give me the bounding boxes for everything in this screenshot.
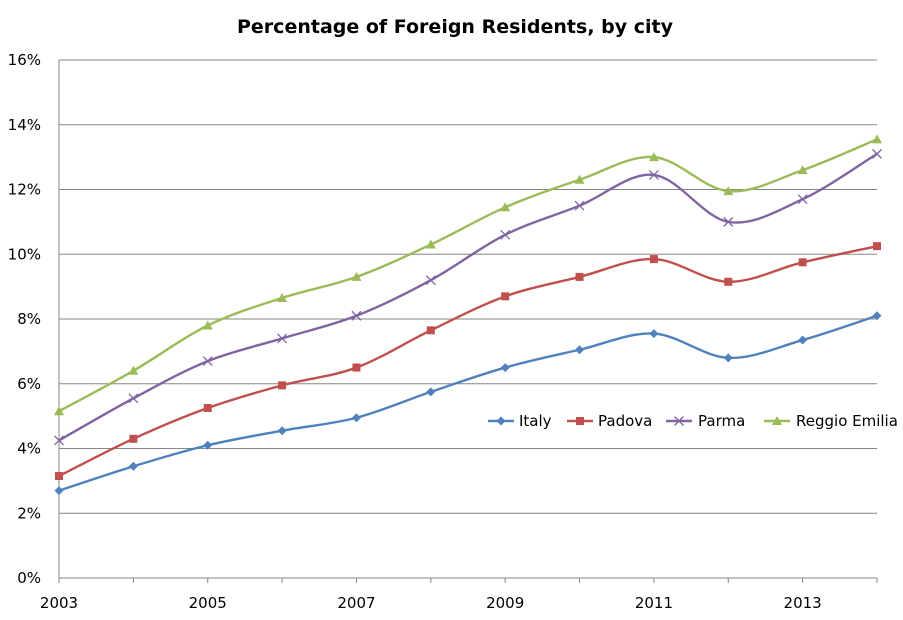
y-tick-label: 6% (17, 375, 41, 393)
legend-marker-padova (576, 417, 584, 425)
data-point-italy (723, 353, 733, 363)
data-point-reggio-emilia (872, 134, 882, 144)
legend-label-padova: Padova (598, 412, 652, 430)
y-tick-label: 8% (17, 310, 41, 328)
y-tick-label: 4% (17, 440, 41, 458)
data-point-reggio-emilia (797, 165, 808, 175)
data-point-reggio-emilia (574, 174, 585, 184)
y-tick-label: 2% (17, 504, 41, 522)
data-point-italy (872, 311, 882, 321)
data-point-reggio-emilia (351, 271, 362, 281)
data-point-parma (54, 435, 64, 446)
y-tick-label: 10% (8, 245, 41, 263)
y-tick-label: 14% (8, 116, 41, 134)
series-parma (54, 148, 882, 446)
series-line-parma (58, 152, 878, 442)
data-point-padova (501, 292, 510, 301)
x-tick-label: 2013 (784, 594, 822, 612)
series-reggio-emilia (54, 134, 882, 416)
data-point-padova (798, 258, 807, 267)
data-point-reggio-emilia (202, 320, 213, 330)
data-point-parma (648, 169, 659, 180)
data-point-italy (426, 387, 436, 397)
series-line-padova (58, 244, 878, 478)
legend-marker-italy (496, 416, 506, 426)
data-point-italy (128, 461, 138, 471)
data-point-parma (500, 229, 511, 240)
x-tick-label: 2005 (189, 594, 227, 612)
legend-label-reggio-emilia: Reggio Emilia (796, 412, 898, 430)
data-point-italy (649, 329, 659, 339)
data-point-italy (54, 486, 64, 496)
data-point-reggio-emilia (277, 292, 288, 302)
data-point-padova (352, 363, 361, 372)
y-tick-label: 0% (17, 569, 41, 587)
data-point-parma (128, 393, 139, 404)
legend-marker-reggio-emilia (772, 416, 782, 425)
legend-item-parma: Parma (666, 412, 745, 430)
data-point-parma (723, 216, 734, 227)
data-point-padova (426, 326, 435, 335)
data-point-padova (724, 277, 733, 286)
data-point-italy (500, 363, 510, 373)
data-point-padova (203, 404, 212, 413)
x-tick-label: 2007 (337, 594, 375, 612)
data-point-padova (55, 472, 63, 481)
data-point-parma (202, 356, 213, 367)
data-point-reggio-emilia (128, 365, 139, 375)
series-italy (54, 311, 882, 496)
data-point-reggio-emilia (500, 202, 511, 212)
data-point-parma (872, 148, 882, 159)
data-point-padova (129, 434, 138, 443)
data-point-parma (277, 333, 288, 344)
data-point-parma (797, 194, 808, 205)
data-point-padova (575, 272, 584, 281)
data-point-padova (278, 381, 287, 390)
y-tick-label: 16% (8, 51, 41, 69)
data-point-italy (351, 413, 361, 423)
y-tick-label: 12% (8, 181, 41, 199)
x-tick-label: 2003 (40, 594, 78, 612)
series-line-reggio-emilia (58, 138, 878, 413)
legend-label-parma: Parma (698, 412, 745, 430)
legend-marker-parma (674, 416, 684, 426)
data-point-padova (873, 242, 881, 251)
x-tick-label: 2011 (635, 594, 673, 612)
legend-item-reggio-emilia: Reggio Emilia (764, 412, 898, 430)
data-point-reggio-emilia (723, 186, 734, 196)
data-point-italy (798, 335, 808, 345)
series-lines (54, 134, 882, 496)
legend-item-italy: Italy (488, 412, 552, 430)
data-point-italy (575, 345, 585, 355)
legend-label-italy: Italy (519, 412, 552, 430)
legend: Italy Padova Parma Reggio Emilia (488, 412, 898, 430)
data-point-reggio-emilia (54, 406, 64, 416)
data-point-reggio-emilia (425, 239, 436, 249)
series-padova (55, 242, 881, 481)
data-point-italy (203, 440, 213, 450)
data-point-padova (649, 255, 658, 264)
data-point-parma (425, 275, 436, 286)
gridlines (59, 59, 877, 514)
x-tick-label: 2009 (486, 594, 524, 612)
axes: 0% 2% 4% 6% 8% 10% 12% 14% 16% 2003 2005 2007 2009 20… (8, 51, 878, 612)
data-point-parma (351, 310, 362, 321)
series-line-italy (58, 314, 878, 492)
data-point-italy (277, 426, 287, 436)
data-point-reggio-emilia (648, 152, 659, 162)
data-point-parma (574, 200, 585, 211)
chart-title: Percentage of Foreign Residents, by city (237, 16, 674, 38)
legend-item-padova: Padova (567, 412, 652, 430)
